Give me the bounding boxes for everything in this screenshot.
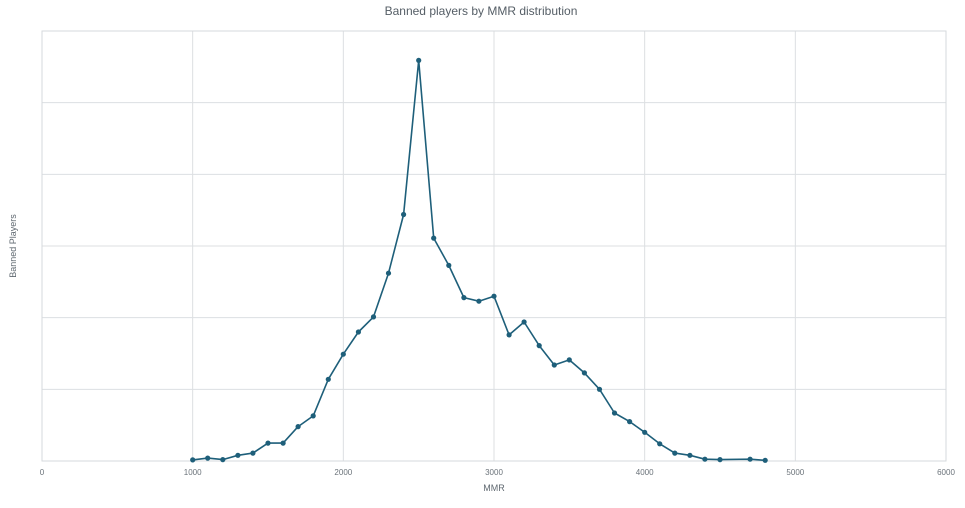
data-point[interactable] xyxy=(190,457,196,463)
data-point[interactable] xyxy=(235,452,241,458)
x-axis-label: MMR xyxy=(483,483,505,493)
data-point[interactable] xyxy=(596,386,603,392)
data-point[interactable] xyxy=(566,357,572,363)
data-point[interactable] xyxy=(265,440,271,446)
data-point[interactable] xyxy=(581,370,588,376)
data-point[interactable] xyxy=(370,314,377,320)
data-point[interactable] xyxy=(220,457,226,463)
data-point[interactable] xyxy=(446,262,452,268)
data-point[interactable] xyxy=(385,270,392,276)
data-point[interactable] xyxy=(431,235,437,241)
data-point[interactable] xyxy=(551,362,557,368)
data-point[interactable] xyxy=(250,450,256,456)
data-point[interactable] xyxy=(536,343,542,349)
x-tick-label: 4000 xyxy=(636,468,654,477)
x-tick-label: 0 xyxy=(40,468,45,477)
data-point[interactable] xyxy=(476,298,482,304)
data-point[interactable] xyxy=(521,319,527,325)
data-point[interactable] xyxy=(657,441,663,447)
x-tick-label: 6000 xyxy=(937,468,955,477)
x-tick-label: 1000 xyxy=(184,468,202,477)
plot-area-border xyxy=(41,30,947,462)
series-line xyxy=(192,59,766,462)
data-point[interactable] xyxy=(461,295,467,301)
data-point[interactable] xyxy=(611,410,618,416)
data-point[interactable] xyxy=(295,424,301,430)
data-point[interactable] xyxy=(642,429,648,435)
x-tick-label: 3000 xyxy=(485,468,503,477)
data-point[interactable] xyxy=(687,452,693,458)
data-point[interactable] xyxy=(717,457,723,463)
data-point[interactable] xyxy=(506,332,512,338)
chart-title: Banned players by MMR distribution xyxy=(385,4,578,18)
x-axis-ticks: 0 1000 2000 3000 4000 5000 6000 xyxy=(40,468,956,477)
data-point[interactable] xyxy=(401,211,407,218)
data-point[interactable] xyxy=(702,456,708,462)
data-point[interactable] xyxy=(280,440,286,446)
series-group xyxy=(190,57,768,463)
data-point[interactable] xyxy=(747,456,753,462)
data-point[interactable] xyxy=(340,351,346,357)
data-point[interactable] xyxy=(672,450,678,456)
grid xyxy=(41,31,947,461)
data-point[interactable] xyxy=(310,413,316,419)
data-point[interactable] xyxy=(416,57,422,64)
data-point[interactable] xyxy=(762,457,768,463)
data-point[interactable] xyxy=(627,419,633,425)
data-point[interactable] xyxy=(491,293,497,299)
x-tick-label: 5000 xyxy=(786,468,804,477)
x-tick-label: 2000 xyxy=(334,468,352,477)
data-point[interactable] xyxy=(205,455,211,461)
data-point[interactable] xyxy=(325,376,331,382)
y-axis-label: Banned Players xyxy=(8,214,18,278)
data-point[interactable] xyxy=(355,329,361,335)
